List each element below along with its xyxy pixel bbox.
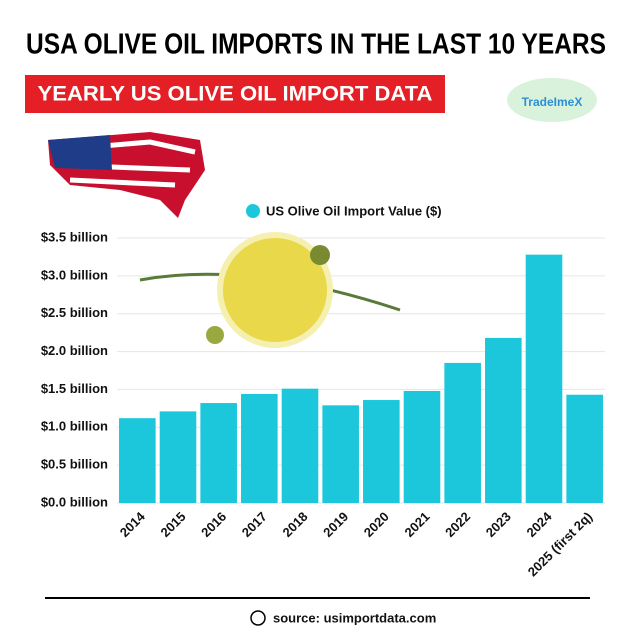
bar — [403, 390, 441, 503]
us-flag-map — [48, 132, 205, 218]
x-tick-label: 2021 — [401, 509, 432, 540]
y-tick-label: $2.5 billion — [41, 305, 108, 320]
source: source: usimportdata.com — [273, 610, 436, 625]
y-tick-label: $1.0 billion — [41, 419, 108, 434]
bar — [525, 254, 563, 503]
x-tick-label: 2016 — [198, 509, 229, 540]
x-tick-label: 2019 — [320, 509, 351, 540]
chart-title: USA OLIVE OIL IMPORTS IN THE LAST 10 YEA… — [26, 29, 606, 61]
y-tick-label: $3.5 billion — [41, 229, 108, 244]
bar — [281, 388, 319, 503]
globe-icon — [250, 610, 266, 626]
x-tick-label: 2017 — [239, 509, 270, 540]
subtitle: YEARLY US OLIVE OIL IMPORT DATA — [38, 83, 433, 106]
bar — [159, 411, 197, 503]
brand-logo: TradeImeX — [522, 95, 583, 109]
x-tick-label: 2024 — [523, 508, 555, 540]
bar — [322, 405, 359, 503]
legend-swatch — [246, 204, 260, 218]
x-tick-label: 2020 — [361, 509, 392, 540]
bar — [363, 400, 400, 503]
y-tick-label: $0.0 billion — [41, 494, 108, 509]
legend-label: US Olive Oil Import Value ($) — [266, 203, 442, 218]
x-tick-label: 2015 — [157, 509, 188, 540]
grid — [117, 237, 605, 504]
bar — [241, 393, 278, 503]
bar — [444, 362, 481, 503]
x-tick-label: 2018 — [279, 509, 310, 540]
logo-map — [507, 78, 597, 122]
x-tick-label: 2022 — [442, 509, 473, 540]
y-tick-label: $3.0 billion — [41, 267, 108, 282]
y-tick-label: $2.0 billion — [41, 343, 108, 358]
bar — [119, 418, 156, 503]
x-tick-label: 2023 — [483, 509, 514, 540]
y-tick-label: $1.5 billion — [41, 381, 108, 396]
bar — [566, 394, 603, 503]
olive-bowl — [139, 232, 401, 348]
bar — [200, 403, 237, 503]
bar — [485, 337, 522, 503]
subtitle-banner — [25, 75, 445, 113]
y-tick-label: $0.5 billion — [41, 457, 108, 472]
x-tick-label: 2014 — [117, 508, 149, 540]
